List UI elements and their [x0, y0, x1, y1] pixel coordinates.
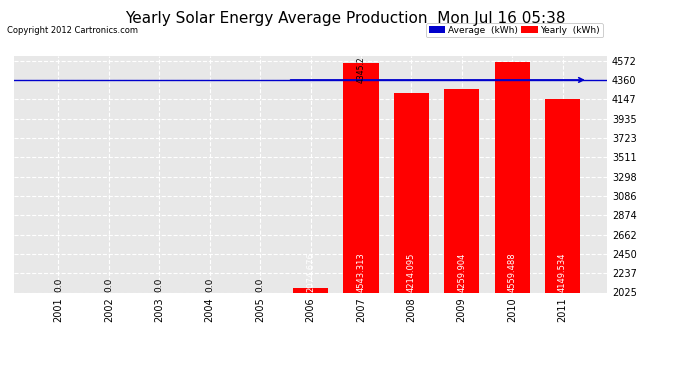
Text: 4345.2: 4345.2	[357, 57, 366, 83]
Text: 0.0: 0.0	[255, 278, 264, 292]
Text: 2074.676: 2074.676	[306, 252, 315, 292]
Bar	[343, 63, 379, 292]
Bar	[394, 93, 429, 292]
Text: 4559.488: 4559.488	[508, 252, 517, 292]
Text: 4214.095: 4214.095	[407, 252, 416, 292]
Text: 4149.534: 4149.534	[558, 252, 567, 292]
Bar	[293, 288, 328, 292]
Text: 0.0: 0.0	[205, 278, 214, 292]
Text: Copyright 2012 Cartronics.com: Copyright 2012 Cartronics.com	[7, 26, 138, 35]
Bar	[545, 99, 580, 292]
Text: 0.0: 0.0	[104, 278, 113, 292]
Text: 0.0: 0.0	[155, 278, 164, 292]
Text: 0.0: 0.0	[54, 278, 63, 292]
Text: 4543.313: 4543.313	[357, 252, 366, 292]
Bar	[495, 62, 530, 292]
Legend: Average  (kWh), Yearly  (kWh): Average (kWh), Yearly (kWh)	[426, 23, 602, 38]
Bar	[444, 89, 480, 292]
Text: Yearly Solar Energy Average Production  Mon Jul 16 05:38: Yearly Solar Energy Average Production M…	[125, 11, 565, 26]
Text: 4259.904: 4259.904	[457, 252, 466, 292]
